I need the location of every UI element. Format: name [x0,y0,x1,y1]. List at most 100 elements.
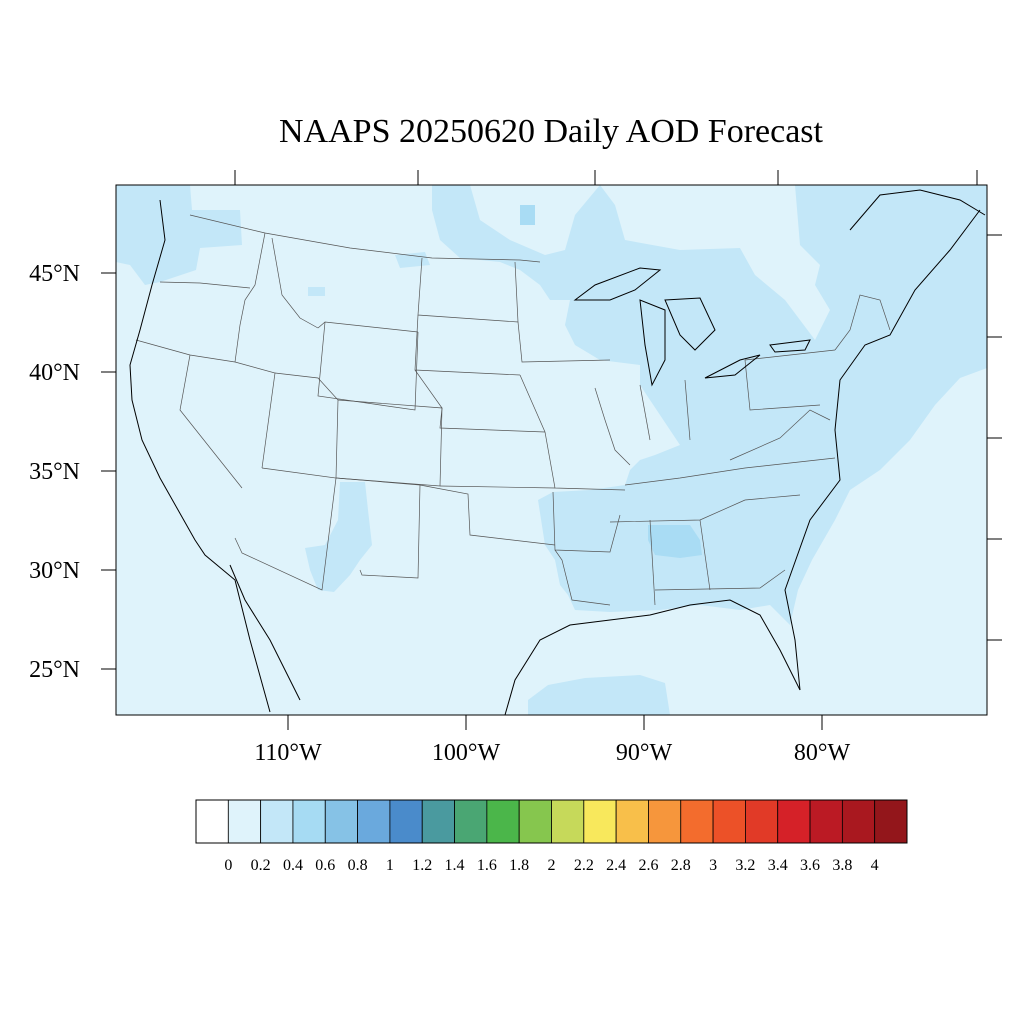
colorbar-label: 0.6 [315,857,335,874]
colorbar-label: 1 [386,857,394,874]
lon-tick-labels: 110°W 100°W 90°W 80°W [254,740,850,766]
colorbar-label: 3.2 [735,857,755,874]
colorbar-box [518,799,552,844]
map-title: NAAPS 20250620 Daily AOD Forecast [279,113,824,150]
colorbar-box [486,799,520,844]
map-frame [115,184,988,716]
aod-region-alabama-0.4-0.6 [648,525,702,558]
boundary-al-ga [699,519,711,591]
colorbar-box [777,799,811,844]
boundary-ga-fl [654,569,786,591]
map-panel: 45°N 40°N 35°N 30°N 25°N 110°W 100°W 90°… [29,170,1002,766]
colorbar-label: 4 [871,857,879,874]
colorbar-boxes [195,799,908,844]
colorbar-label: 0.2 [251,857,271,874]
colorbar-box [615,799,649,844]
boundary-az [234,467,337,591]
boundary-pa-ny [744,349,836,361]
boundary-tn-ms [609,494,801,523]
colorbar-label: 2.6 [638,857,658,874]
colorbar-box [195,799,229,844]
coastlines [129,189,986,716]
state-boundaries [135,214,891,606]
coastline-gulf-coast [504,599,801,716]
coastline-lake-ontario [769,339,811,353]
lat-label-25: 25°N [29,657,80,683]
colorbar-box [292,799,326,844]
aod-region-southwest [305,482,372,592]
colorbar-frame [195,799,908,844]
colorbar-label: 3.6 [800,857,820,874]
colorbar-box [389,799,423,844]
colorbar-box [324,799,358,844]
colorbar-box [712,799,746,844]
boundary-new-england [834,294,891,351]
colorbar-box [809,799,843,844]
colorbar-box [357,799,391,844]
lon-label-100: 100°W [432,740,501,766]
map-tick-marks [101,170,1002,730]
boundary-ut-co [274,372,339,479]
colorbar-label: 2.8 [671,857,691,874]
boundary-oh [684,379,691,441]
boundary-ia-mo [519,374,626,491]
aod-region-great-lakes [432,185,987,625]
lat-label-30: 30°N [29,558,80,584]
lat-label-45: 45°N [29,261,80,287]
lon-label-90: 90°W [616,740,673,766]
colorbar-box [745,799,779,844]
aod-field-0.2-0.4 [116,185,987,715]
aod-region-superior-0.4-0.6 [520,205,535,225]
colorbar-box [260,799,294,844]
boundary-pa-wv [744,359,821,411]
coastline-hudson-bay-shore [849,189,986,231]
lat-label-35: 35°N [29,459,80,485]
colorbar-box [680,799,714,844]
boundary-nv-ca [179,354,243,489]
colorbar-label: 2.2 [574,857,594,874]
coastline-atlantic [784,209,981,691]
colorbar-box [227,799,262,844]
colorbar-box [583,799,617,844]
coastline-lake-huron [664,297,716,351]
colorbar-box [874,799,908,844]
colorbar-label: 0.4 [283,857,303,874]
boundary-id-mt [271,237,319,329]
colorbar-box [454,799,488,844]
boundary-in [639,384,651,441]
coastline-lake-michigan [639,299,666,387]
colorbar-label: 1.6 [477,857,497,874]
coastline-lake-superior [573,267,662,301]
colorbar-label: 3 [709,857,717,874]
coastline-baja-gulf [229,564,301,701]
boundary-ok-tx [419,484,556,546]
colorbar-labels: 0 0.2 0.4 0.6 0.8 1 1.2 1.4 1.6 1.8 2 2.2 2.4 2.6 2.8 3… [224,857,878,874]
lat-tick-labels: 45°N 40°N 35°N 30°N 25°N [29,261,80,683]
colorbar-label: 1.8 [509,857,529,874]
aod-region-idaho [308,287,325,296]
lon-label-80: 80°W [794,740,851,766]
boundary-ks-ok [439,485,556,489]
boundary-wy [317,321,419,411]
colorbar-label: 3.4 [768,857,788,874]
colorbar: 0 0.2 0.4 0.6 0.8 1 1.2 1.4 1.6 1.8 2 2.2 2.4 2.6 2.8 3… [195,799,908,874]
boundary-nd-sd [417,257,519,323]
colorbar-label: 2 [548,857,556,874]
lon-label-110: 110°W [254,740,322,766]
colorbar-label: 3.8 [832,857,852,874]
colorbar-box [421,799,455,844]
colorbar-label: 2.4 [606,857,626,874]
boundary-wa-or [159,281,251,289]
colorbar-box [551,799,585,844]
us-canada-border [189,214,541,263]
boundary-ne-ks [414,369,546,433]
colorbar-label: 1.2 [412,857,432,874]
lat-label-40: 40°N [29,360,80,386]
boundary-nm [335,477,421,579]
boundary-id [234,232,266,363]
colorbar-label: 0 [224,857,232,874]
boundary-mo-ar [552,491,621,553]
aod-region-pacific-northwest [116,185,242,285]
